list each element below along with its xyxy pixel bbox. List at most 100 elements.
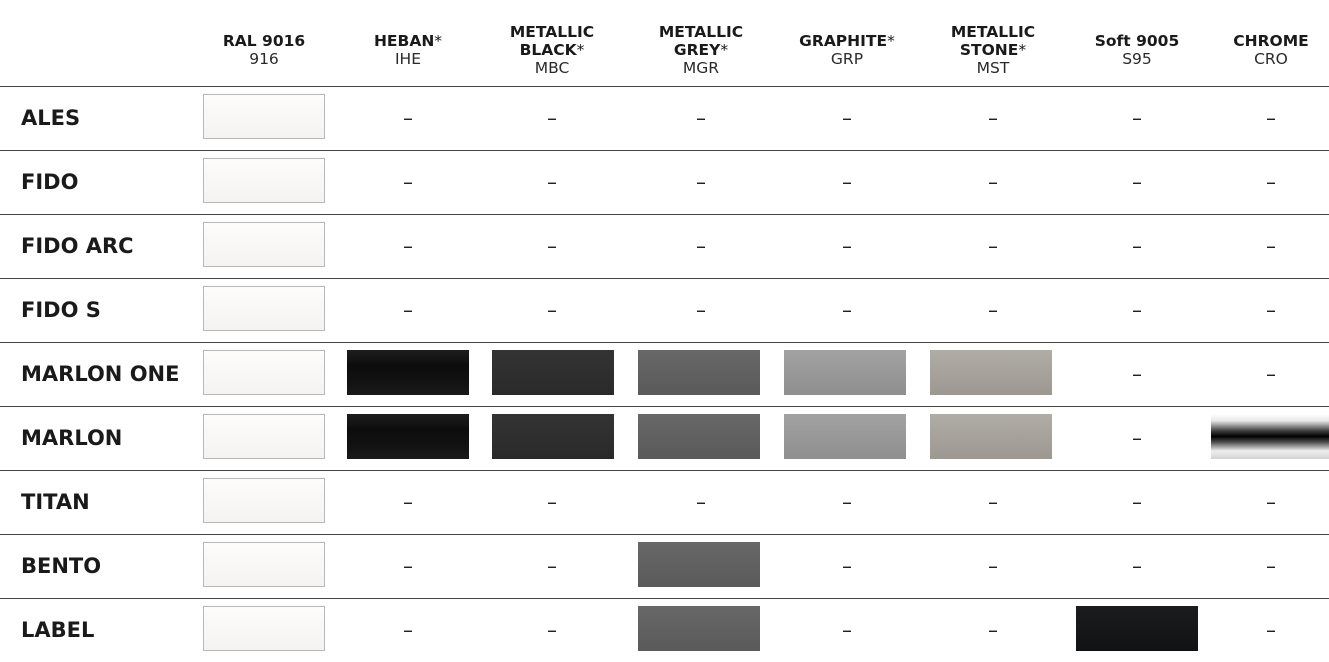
finish-swatch-916 <box>203 222 325 267</box>
dash-mark: – <box>403 554 413 578</box>
column-header-grp: GRAPHITE* GRP <box>785 12 909 90</box>
dash-mark: – <box>842 618 852 642</box>
unavailable-cell: – <box>346 470 470 534</box>
unavailable-cell: – <box>1209 278 1329 342</box>
table-row: MARLON – <box>0 406 1329 470</box>
unavailable-cell: – <box>490 470 614 534</box>
unavailable-cell: – <box>639 470 763 534</box>
unavailable-cell: – <box>490 150 614 214</box>
unavailable-cell: – <box>639 214 763 278</box>
unavailable-cell: – <box>931 278 1055 342</box>
unavailable-cell: – <box>931 214 1055 278</box>
column-name: GRAPHITE* <box>799 32 895 51</box>
finish-swatch-mgr <box>638 350 760 395</box>
dash-mark: – <box>842 490 852 514</box>
unavailable-cell: – <box>639 86 763 150</box>
unavailable-cell: – <box>490 534 614 598</box>
column-name: METALLIC <box>509 23 595 42</box>
dash-mark: – <box>403 106 413 130</box>
column-code: MGR <box>682 58 720 77</box>
finish-swatch-grp <box>784 350 906 395</box>
unavailable-cell: – <box>1075 470 1199 534</box>
dash-mark: – <box>696 106 706 130</box>
dash-mark: – <box>1266 554 1276 578</box>
dash-mark: – <box>547 234 557 258</box>
unavailable-cell: – <box>346 534 470 598</box>
dash-mark: – <box>403 490 413 514</box>
dash-mark: – <box>403 170 413 194</box>
unavailable-cell: – <box>1209 214 1329 278</box>
column-code: S95 <box>1122 50 1152 68</box>
column-name: CHROME <box>1233 32 1309 51</box>
column-code: 916 <box>249 50 279 68</box>
column-code: MST <box>976 58 1010 77</box>
dash-mark: – <box>842 106 852 130</box>
finish-swatch-916 <box>203 542 325 587</box>
column-name: BLACK* <box>519 41 585 60</box>
row-divider <box>0 214 1329 215</box>
table-row: BENTO – – – – – – <box>0 534 1329 598</box>
finish-swatch-ihe <box>347 350 469 395</box>
unavailable-cell: – <box>1075 406 1199 470</box>
dash-mark: – <box>547 298 557 322</box>
finish-swatch-s95 <box>1076 606 1198 651</box>
row-divider <box>0 598 1329 599</box>
dash-mark: – <box>403 298 413 322</box>
finish-swatch-cro <box>1211 414 1329 459</box>
unavailable-cell: – <box>931 86 1055 150</box>
finish-swatch-916 <box>203 350 325 395</box>
finish-swatch-mbc <box>492 414 614 459</box>
column-header-916: RAL 9016 916 <box>202 12 326 90</box>
dash-mark: – <box>842 298 852 322</box>
unavailable-cell: – <box>931 534 1055 598</box>
dash-mark: – <box>1266 618 1276 642</box>
dash-mark: – <box>988 170 998 194</box>
dash-mark: – <box>1132 426 1142 450</box>
dash-mark: – <box>988 234 998 258</box>
dash-mark: – <box>988 554 998 578</box>
unavailable-cell: – <box>931 470 1055 534</box>
dash-mark: – <box>1266 490 1276 514</box>
unavailable-cell: – <box>1075 342 1199 406</box>
row-label: BENTO <box>21 554 102 578</box>
unavailable-cell: – <box>346 86 470 150</box>
unavailable-cell: – <box>785 150 909 214</box>
table-row: FIDO S – – – – – – – <box>0 278 1329 342</box>
unavailable-cell: – <box>1075 86 1199 150</box>
asterisk-mark: * <box>576 41 585 60</box>
table-row: FIDO ARC – – – – – – – <box>0 214 1329 278</box>
dash-mark: – <box>1132 170 1142 194</box>
row-divider <box>0 86 1329 87</box>
column-name: RAL 9016 <box>222 32 306 51</box>
dash-mark: – <box>1132 298 1142 322</box>
unavailable-cell: – <box>1209 598 1329 662</box>
dash-mark: – <box>403 234 413 258</box>
row-label: FIDO <box>21 170 79 194</box>
unavailable-cell: – <box>639 150 763 214</box>
row-label: TITAN <box>21 490 90 514</box>
table-row: LABEL – – – – – <box>0 598 1329 662</box>
unavailable-cell: – <box>785 598 909 662</box>
column-name: STONE* <box>959 41 1027 60</box>
unavailable-cell: – <box>1209 86 1329 150</box>
column-code: IHE <box>394 50 422 68</box>
unavailable-cell: – <box>490 86 614 150</box>
column-name: Soft 9005 <box>1094 32 1180 51</box>
column-header-cro: CHROME CRO <box>1209 12 1329 90</box>
finish-swatch-grp <box>784 414 906 459</box>
unavailable-cell: – <box>785 214 909 278</box>
finish-swatch-ihe <box>347 414 469 459</box>
row-label: MARLON ONE <box>21 362 180 386</box>
dash-mark: – <box>988 618 998 642</box>
dash-mark: – <box>1266 362 1276 386</box>
column-header-s95: Soft 9005 S95 <box>1075 12 1199 90</box>
unavailable-cell: – <box>785 278 909 342</box>
dash-mark: – <box>1132 362 1142 386</box>
column-code: CRO <box>1254 50 1288 68</box>
unavailable-cell: – <box>1075 534 1199 598</box>
column-header-mst: METALLIC STONE* MST <box>931 12 1055 90</box>
unavailable-cell: – <box>931 598 1055 662</box>
dash-mark: – <box>547 490 557 514</box>
column-name: METALLIC <box>950 23 1036 42</box>
